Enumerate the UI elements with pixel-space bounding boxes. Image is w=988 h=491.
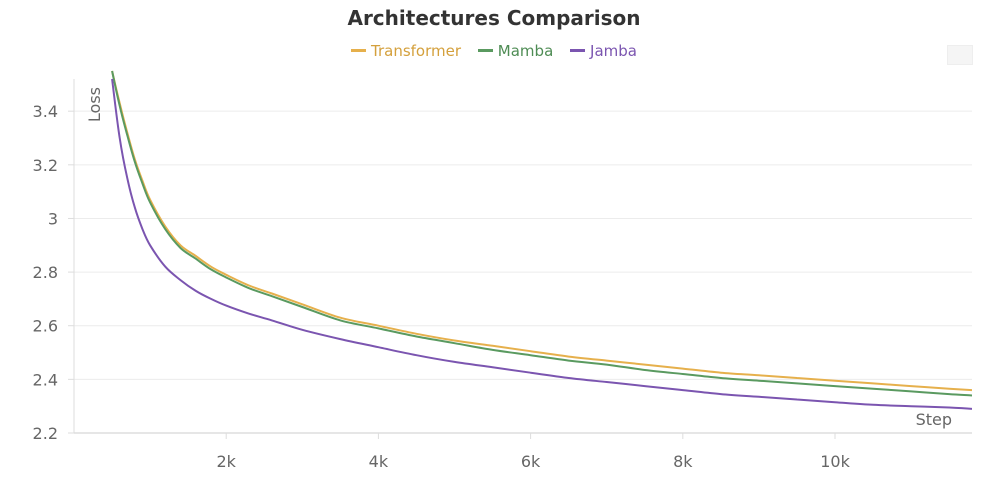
- chart-title: Architectures Comparison: [347, 6, 641, 30]
- y-tick-label: 3.2: [33, 156, 58, 175]
- y-tick-label: 2.6: [33, 317, 58, 336]
- legend-swatch-transformer: [351, 49, 366, 52]
- legend: Transformer Mamba Jamba: [0, 42, 988, 60]
- x-tick-label: 10k: [820, 452, 850, 471]
- series-line-transformer: [111, 70, 972, 392]
- grid: [74, 110, 972, 380]
- axes: [68, 79, 972, 439]
- y-tick-label: 3: [48, 209, 58, 228]
- panel-options-button[interactable]: [947, 45, 973, 65]
- legend-item-jamba[interactable]: Jamba: [570, 42, 637, 60]
- tick-labels: 2.2 2.4 2.6 2.8 3 3.2 3.4 2k 4k 6k 8k 10k Loss Step: [33, 87, 952, 471]
- x-axis-label: Step: [916, 410, 952, 429]
- y-tick-label: 2.4: [33, 370, 58, 389]
- y-axis-label: Loss: [85, 87, 104, 122]
- x-tick-label: 2k: [216, 452, 236, 471]
- series-line-mamba: [111, 70, 972, 397]
- legend-item-transformer[interactable]: Transformer: [351, 42, 461, 60]
- legend-swatch-mamba: [477, 49, 493, 52]
- series-line-jamba: [111, 78, 972, 410]
- legend-label-transformer: Transformer: [371, 42, 462, 60]
- legend-swatch-jamba: [570, 49, 586, 52]
- series-lines: [111, 70, 972, 410]
- legend-item-mamba[interactable]: Mamba: [477, 42, 554, 60]
- y-tick-label: 3.4: [33, 102, 58, 121]
- legend-label-mamba: Mamba: [497, 42, 554, 60]
- x-tick-label: 6k: [521, 452, 541, 471]
- y-tick-label: 2.2: [33, 424, 58, 443]
- x-tick-label: 4k: [369, 452, 389, 471]
- legend-label-jamba: Jamba: [590, 42, 637, 60]
- x-tick-label: 8k: [673, 452, 693, 471]
- y-tick-label: 2.8: [33, 263, 58, 282]
